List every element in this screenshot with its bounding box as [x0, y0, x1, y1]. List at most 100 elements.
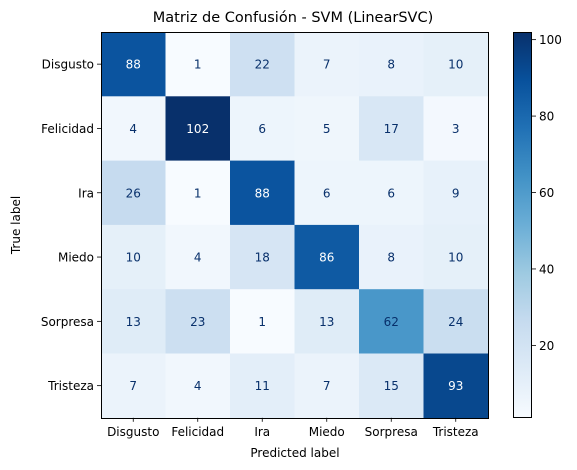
heatmap-cell	[294, 353, 360, 419]
cell-value-label: 1	[194, 186, 202, 200]
cell-value-label: 10	[448, 251, 463, 265]
cell-value-label: 6	[323, 186, 331, 200]
y-tick-label: Disgusto	[42, 58, 94, 72]
colorbar-tick-label: 20	[539, 339, 554, 353]
heatmap-cell	[230, 353, 295, 419]
heatmap-cell	[423, 96, 489, 162]
heatmap-cell	[165, 32, 231, 97]
x-tick-label: Miedo	[309, 425, 345, 439]
colorbar-tick-label: 40	[539, 262, 554, 276]
cell-value-label: 86	[319, 251, 334, 265]
heatmap-cell	[294, 96, 360, 162]
heatmap-cell	[294, 160, 360, 226]
cell-value-label: 7	[323, 58, 331, 72]
cell-value-label: 10	[126, 251, 141, 265]
y-tick-label: Miedo	[58, 251, 94, 265]
x-tick-label: Tristeza	[432, 425, 479, 439]
cell-value-label: 4	[129, 122, 137, 136]
heatmap-cell	[101, 353, 166, 419]
heatmap-cell	[230, 96, 295, 162]
colorbar: 20 40 60 80 100	[513, 32, 562, 418]
y-tick-label: Sorpresa	[41, 315, 94, 329]
cell-value-label: 7	[323, 379, 331, 393]
cell-value-label: 3	[452, 122, 460, 136]
heatmap-cell	[359, 289, 424, 354]
cell-value-label: 102	[186, 122, 209, 136]
heatmap-cell	[423, 32, 489, 97]
heatmap-cell	[230, 224, 295, 290]
x-tick-label: Sorpresa	[365, 425, 418, 439]
heatmap-cell	[101, 160, 166, 226]
cell-value-label: 88	[126, 58, 141, 72]
cell-value-label: 88	[255, 186, 270, 200]
y-axis-ticks: Disgusto Felicidad Ira Miedo Sorpresa Tristez…	[41, 58, 101, 393]
colorbar-tick-label: 80	[539, 110, 554, 124]
heatmap-cell	[101, 224, 166, 290]
x-tick-label: Disgusto	[107, 425, 159, 439]
heatmap-cell	[165, 96, 231, 162]
cell-value-label: 8	[387, 251, 395, 265]
heatmap-cell	[423, 353, 489, 419]
cell-value-label: 6	[258, 122, 266, 136]
colorbar-frame	[513, 32, 532, 418]
x-axis-ticks: Disgusto Felicidad Ira Miedo Sorpresa Tristez…	[107, 417, 479, 439]
cell-value-label: 5	[323, 122, 331, 136]
heatmap-cell	[423, 224, 489, 290]
y-tick-label: Felicidad	[41, 122, 94, 136]
cell-value-label: 26	[126, 186, 141, 200]
heatmap-cell	[294, 32, 360, 97]
cell-value-label: 4	[194, 379, 202, 393]
cell-value-label: 15	[384, 379, 399, 393]
heatmap-cell	[165, 353, 231, 419]
cell-value-label: 10	[448, 58, 463, 72]
cell-value-label: 11	[255, 379, 270, 393]
cell-value-label: 13	[126, 315, 141, 329]
colorbar-gradient	[513, 32, 532, 418]
cell-value-label: 23	[190, 315, 205, 329]
cell-value-label: 4	[194, 251, 202, 265]
y-tick-label: Tristeza	[47, 379, 94, 393]
cell-value-label: 22	[255, 58, 270, 72]
cell-value-label: 93	[448, 379, 463, 393]
cell-value-label: 1	[194, 58, 202, 72]
cell-value-label: 6	[387, 186, 395, 200]
cell-value-label: 9	[452, 186, 460, 200]
heatmap-cell	[230, 160, 295, 226]
heatmap-cell	[359, 224, 424, 290]
x-tick-label: Felicidad	[171, 425, 224, 439]
heatmap-cell	[230, 32, 295, 97]
heatmap-cell	[101, 289, 166, 354]
heatmap-cell	[230, 289, 295, 354]
heatmap-cell	[101, 96, 166, 162]
colorbar-tick-label: 60	[539, 186, 554, 200]
heatmap-cell	[359, 353, 424, 419]
cell-value-label: 62	[384, 315, 399, 329]
heatmap-cell	[101, 32, 166, 97]
cell-value-label: 18	[255, 251, 270, 265]
heatmap-cell	[165, 289, 231, 354]
colorbar-tick-label: 100	[539, 33, 562, 47]
cell-value-label: 8	[387, 58, 395, 72]
chart-title: Matriz de Confusión - SVM (LinearSVC)	[153, 10, 433, 26]
plot-frame	[101, 32, 489, 419]
heatmap-cell	[359, 32, 424, 97]
heatmap-cell	[423, 289, 489, 354]
cell-value-label: 7	[129, 379, 137, 393]
x-tick-label: Ira	[254, 425, 270, 439]
y-axis-label: True label	[9, 196, 23, 255]
cell-value-label: 13	[319, 315, 334, 329]
y-tick-label: Ira	[78, 186, 94, 200]
heatmap-cell	[294, 289, 360, 354]
heatmap-cell	[165, 224, 231, 290]
cell-value-label: 1	[258, 315, 266, 329]
heatmap-cell	[359, 96, 424, 162]
heatmap-cell	[165, 160, 231, 226]
heatmap-cell	[359, 160, 424, 226]
cell-value-label: 17	[384, 122, 399, 136]
cell-value-label: 24	[448, 315, 463, 329]
heatmap-cell	[423, 160, 489, 226]
heatmap-cell	[294, 224, 360, 290]
x-axis-label: Predicted label	[250, 446, 339, 460]
